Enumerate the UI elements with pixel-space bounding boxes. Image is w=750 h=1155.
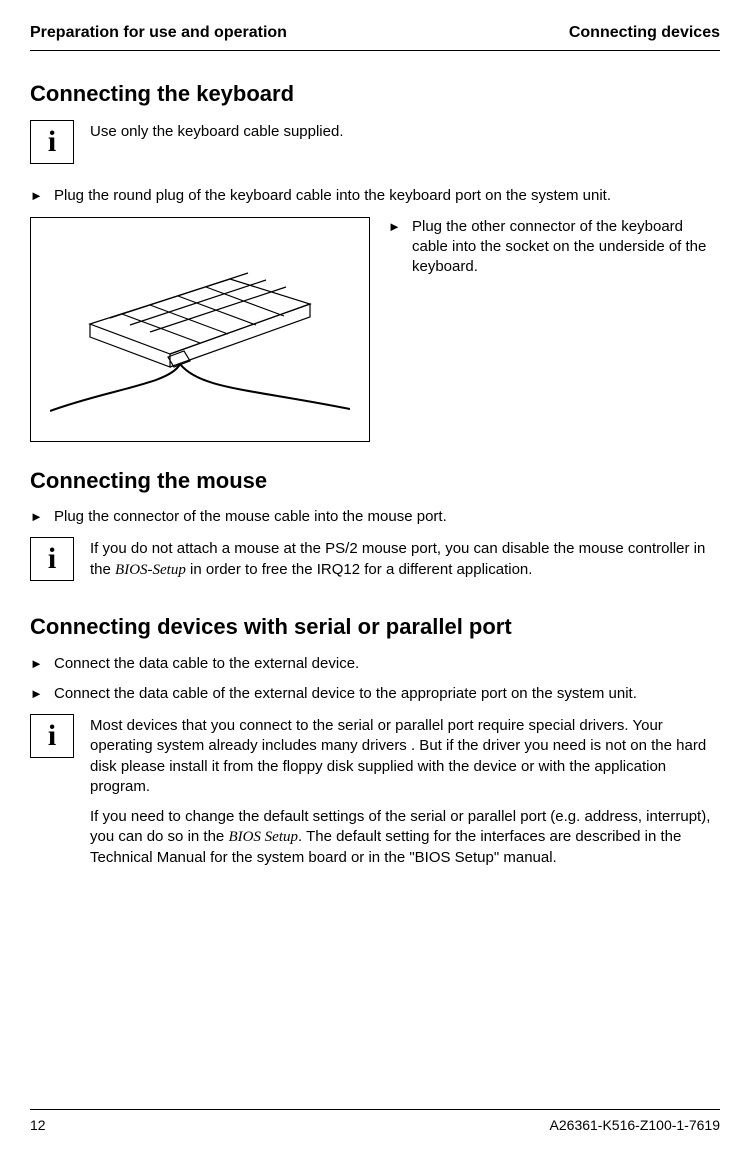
header-right: Connecting devices — [569, 22, 720, 44]
page-number: 12 — [30, 1116, 46, 1135]
doc-number: A26361-K516-Z100-1-7619 — [550, 1116, 720, 1135]
footer-rule — [30, 1109, 720, 1110]
bullet-icon: ► — [30, 507, 54, 527]
info-text-keyboard: Use only the keyboard cable supplied. — [90, 120, 720, 152]
heading-serial-parallel: Connecting devices with serial or parall… — [30, 612, 720, 642]
bullet-icon: ► — [30, 186, 54, 206]
text-em: BIOS-Setup — [115, 562, 186, 578]
heading-keyboard: Connecting the keyboard — [30, 79, 720, 109]
info-glyph: i — [48, 721, 56, 751]
info-glyph: i — [48, 127, 56, 157]
step-row: ► Connect the data cable of the external… — [30, 684, 720, 704]
keyboard-figure — [30, 217, 370, 442]
step-row: ► Plug the round plug of the keyboard ca… — [30, 186, 720, 206]
keyboard-illustration — [50, 239, 350, 419]
figure-row: ► Plug the other connector of the keyboa… — [30, 217, 720, 442]
info-icon: i — [30, 537, 74, 581]
info-block-keyboard: i Use only the keyboard cable supplied. — [30, 120, 720, 164]
info-text-mouse: If you do not attach a mouse at the PS/2… — [90, 537, 720, 590]
bullet-icon: ► — [388, 217, 412, 237]
step-row: ► Plug the connector of the mouse cable … — [30, 507, 720, 527]
info-icon: i — [30, 120, 74, 164]
info-text-ports: Most devices that you connect to the ser… — [90, 714, 720, 878]
info-para: If you need to change the default settin… — [90, 807, 720, 868]
page-footer: 12 A26361-K516-Z100-1-7619 — [30, 1109, 720, 1135]
info-block-ports: i Most devices that you connect to the s… — [30, 714, 720, 878]
step-text: Plug the round plug of the keyboard cabl… — [54, 186, 720, 206]
info-block-mouse: i If you do not attach a mouse at the PS… — [30, 537, 720, 590]
info-para: If you do not attach a mouse at the PS/2… — [90, 539, 720, 580]
step-row: ► Plug the other connector of the keyboa… — [388, 217, 720, 278]
page-header: Preparation for use and operation Connec… — [30, 22, 720, 44]
header-rule — [30, 50, 720, 51]
bullet-icon: ► — [30, 654, 54, 674]
bullet-icon: ► — [30, 684, 54, 704]
info-icon: i — [30, 714, 74, 758]
step-row: ► Connect the data cable to the external… — [30, 654, 720, 674]
step-text: Plug the connector of the mouse cable in… — [54, 507, 720, 527]
info-glyph: i — [48, 544, 56, 574]
step-text: Plug the other connector of the keyboard… — [412, 217, 720, 278]
heading-mouse: Connecting the mouse — [30, 466, 720, 496]
step-text: Connect the data cable to the external d… — [54, 654, 720, 674]
step-text: Connect the data cable of the external d… — [54, 684, 720, 704]
text-em: BIOS Setup — [228, 829, 298, 845]
header-left: Preparation for use and operation — [30, 22, 287, 44]
text-run: in order to free the IRQ12 for a differe… — [186, 561, 533, 578]
info-para: Use only the keyboard cable supplied. — [90, 122, 720, 142]
info-para: Most devices that you connect to the ser… — [90, 716, 720, 797]
